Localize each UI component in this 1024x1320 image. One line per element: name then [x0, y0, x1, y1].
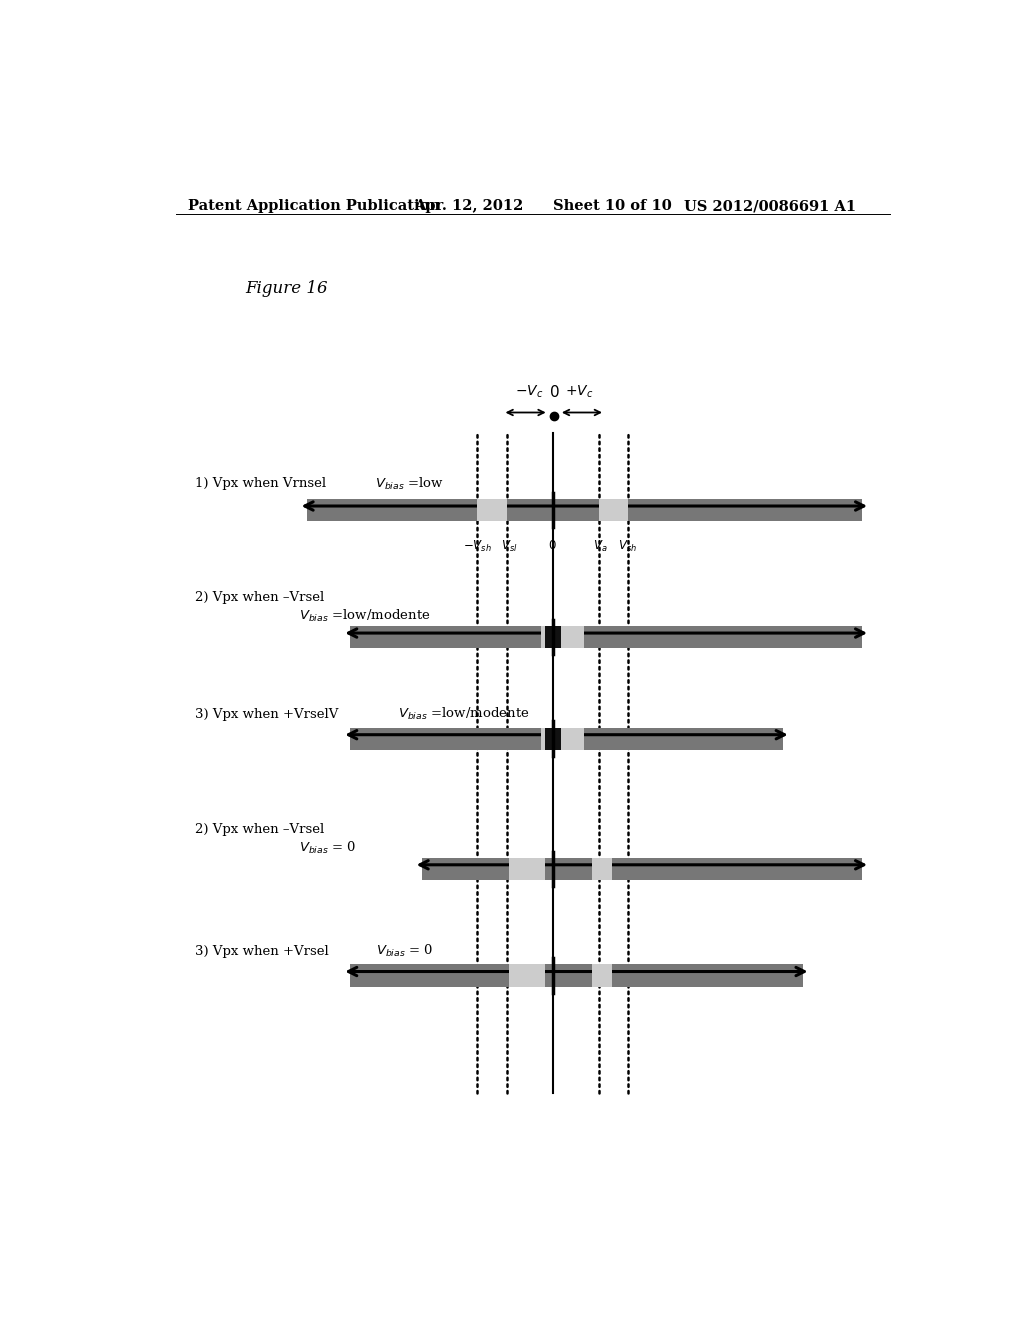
Bar: [509, 858, 545, 880]
Text: $-V_{sh}$: $-V_{sh}$: [463, 539, 492, 553]
Text: $0$: $0$: [548, 539, 557, 552]
Text: $0$: $0$: [549, 384, 559, 400]
Text: $V_{bias}$ = 0: $V_{bias}$ = 0: [299, 840, 356, 855]
Bar: [599, 499, 628, 521]
Text: 2) Vpx when –Vrsel: 2) Vpx when –Vrsel: [196, 591, 325, 605]
Text: US 2012/0086691 A1: US 2012/0086691 A1: [684, 199, 856, 213]
Bar: [545, 626, 560, 648]
Text: $V_{sh}$: $V_{sh}$: [618, 539, 638, 553]
Text: Sheet 10 of 10: Sheet 10 of 10: [553, 199, 672, 213]
Text: $V_{bias}$ = 0: $V_{bias}$ = 0: [377, 944, 434, 960]
Bar: [477, 499, 507, 521]
Text: $V_a$: $V_a$: [593, 539, 607, 553]
Bar: [592, 965, 612, 987]
Bar: [422, 858, 862, 880]
Text: $V_{bias}$ =low/modente: $V_{bias}$ =low/modente: [397, 706, 529, 722]
Text: $V_{bias}$ =low: $V_{bias}$ =low: [375, 475, 444, 491]
Bar: [350, 727, 782, 750]
Bar: [545, 727, 560, 750]
Text: $V_{sl}$: $V_{sl}$: [501, 539, 517, 553]
Text: Figure 16: Figure 16: [246, 280, 328, 297]
Text: 1) Vpx when Vrnsel: 1) Vpx when Vrnsel: [196, 477, 331, 490]
Text: Apr. 12, 2012: Apr. 12, 2012: [414, 199, 523, 213]
Bar: [306, 499, 862, 521]
Bar: [592, 858, 612, 880]
Text: $+V_c$: $+V_c$: [564, 384, 593, 400]
Bar: [350, 965, 803, 987]
Bar: [350, 626, 862, 648]
Text: $V_{bias}$ =low/modente: $V_{bias}$ =low/modente: [299, 607, 430, 624]
Text: 3) Vpx when +VrselV: 3) Vpx when +VrselV: [196, 708, 339, 721]
Text: 3) Vpx when +Vrsel: 3) Vpx when +Vrsel: [196, 945, 334, 958]
Bar: [541, 727, 585, 750]
Bar: [509, 965, 545, 987]
Text: 2) Vpx when –Vrsel: 2) Vpx when –Vrsel: [196, 822, 325, 836]
Text: $-V_c$: $-V_c$: [515, 384, 544, 400]
Text: Patent Application Publication: Patent Application Publication: [187, 199, 439, 213]
Bar: [541, 626, 585, 648]
